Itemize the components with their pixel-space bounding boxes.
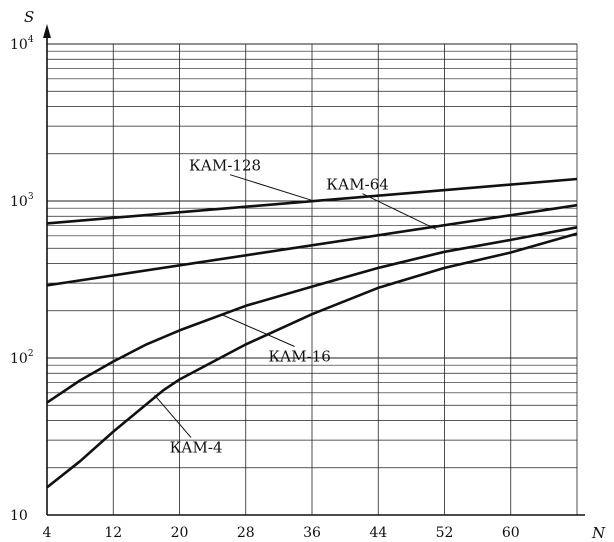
series-label: КАМ-16 bbox=[268, 347, 330, 365]
y-tick-label: 103 bbox=[10, 192, 34, 210]
y-tick-label: 10 bbox=[10, 508, 28, 524]
tick-labels: 4 12 20 28 36 44 52 60 104 103 102 10 bbox=[10, 35, 520, 541]
leader-line bbox=[154, 394, 192, 438]
y-axis-arrow bbox=[43, 24, 51, 38]
leader-lines bbox=[154, 174, 437, 438]
leader-line bbox=[362, 193, 437, 230]
series-line bbox=[46, 203, 578, 287]
x-tick-label: 4 bbox=[43, 525, 52, 541]
series-line bbox=[46, 232, 578, 489]
leader-line bbox=[229, 174, 317, 203]
x-axis-label: N bbox=[591, 524, 606, 542]
y-tick-label: 102 bbox=[10, 349, 34, 367]
series-label: КАМ-64 bbox=[326, 176, 388, 194]
x-tick-label: 28 bbox=[237, 525, 255, 541]
series-line bbox=[46, 226, 578, 404]
series-label: КАМ-128 bbox=[189, 157, 261, 175]
x-tick-label: 44 bbox=[369, 525, 387, 541]
x-tick-label: 20 bbox=[171, 525, 189, 541]
x-tick-label: 36 bbox=[303, 525, 321, 541]
y-tick-label: 104 bbox=[10, 35, 34, 53]
x-tick-label: 60 bbox=[502, 525, 520, 541]
grid bbox=[47, 43, 578, 516]
x-tick-label: 12 bbox=[104, 525, 122, 541]
series-line bbox=[46, 177, 578, 225]
x-tick-label: 52 bbox=[436, 525, 454, 541]
series-label: КАМ-4 bbox=[170, 439, 223, 457]
leader-line bbox=[220, 313, 295, 347]
axes bbox=[43, 24, 585, 516]
series-labels: КАМ-128 КАМ-64 КАМ-16 КАМ-4 bbox=[170, 157, 389, 457]
series-group bbox=[46, 177, 578, 489]
y-axis-label: S bbox=[24, 8, 34, 26]
